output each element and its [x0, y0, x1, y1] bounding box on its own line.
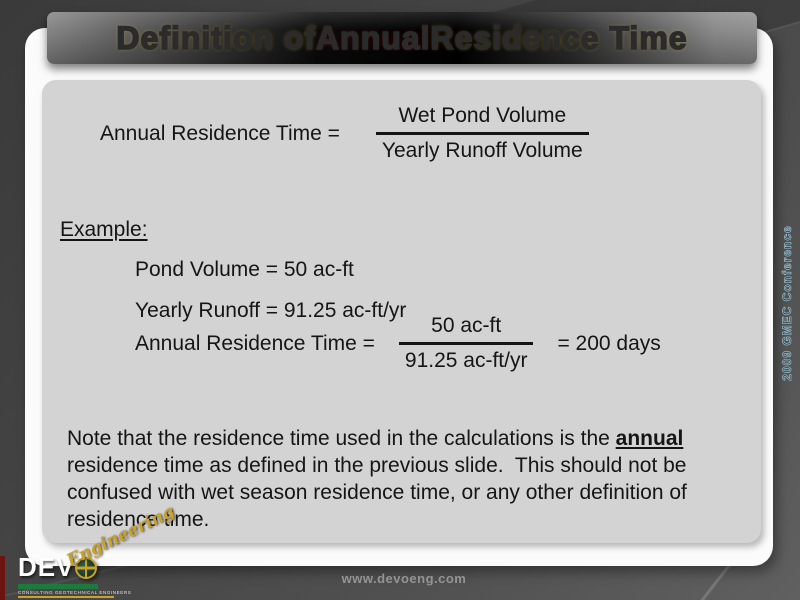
example-pond-volume: Pond Volume = 50 ac-ft [135, 258, 354, 281]
fraction-bar [375, 132, 589, 135]
title-part-definition-of: Definition of [116, 19, 317, 57]
note-text-before: Note that the residence time used in the… [67, 427, 616, 450]
logo-gold-bar [18, 596, 114, 598]
definition-formula: Annual Residence Time = Wet Pond Volume … [100, 104, 589, 163]
globe-icon [75, 556, 98, 579]
logo-brand-text: DEV [18, 552, 75, 582]
calc-denominator: 91.25 ac-ft/yr [404, 349, 528, 372]
formula-label: Annual Residence Time = [100, 121, 340, 145]
fraction-bar [398, 342, 534, 345]
formula-denominator: Yearly Runoff Volume [381, 139, 583, 162]
logo-red-accent [0, 556, 5, 600]
logo-green-bar [18, 584, 98, 589]
note-emphasis-annual: annual [615, 427, 684, 450]
devo-logo: DEV CONSULTING GEOTECHNICAL ENGINEERS En… [0, 502, 178, 600]
logo-tagline: CONSULTING GEOTECHNICAL ENGINEERS [18, 590, 132, 595]
conference-vertical-label: 2009 GMEC Conference [780, 225, 795, 381]
calc-numerator: 50 ac-ft [431, 314, 502, 337]
note-paragraph: Note that the residence time used in the… [67, 425, 729, 533]
title-part-annual: Annual [315, 19, 431, 57]
example-heading: Example: [60, 218, 148, 241]
website-url: www.devoeng.com [341, 571, 467, 586]
formula-fraction: Wet Pond Volume Yearly Runoff Volume [375, 104, 589, 163]
note-text-after: residence time as defined in the previou… [67, 427, 693, 531]
calc-result: = 200 days [557, 331, 661, 355]
example-yearly-runoff: Yearly Runoff = 91.25 ac-ft/yr [135, 299, 407, 322]
calc-fraction: 50 ac-ft 91.25 ac-ft/yr [398, 314, 534, 373]
title-part-residence-time: Residence Time [430, 19, 688, 57]
example-calculation: Annual Residence Time = 50 ac-ft 91.25 a… [135, 314, 661, 373]
formula-numerator: Wet Pond Volume [398, 104, 567, 127]
logo-brand-row: DEV [18, 552, 178, 583]
calc-label: Annual Residence Time = [135, 331, 375, 355]
slide-title-banner: Definition of Annual Residence Time [47, 12, 757, 64]
content-card: Annual Residence Time = Wet Pond Volume … [42, 80, 761, 543]
